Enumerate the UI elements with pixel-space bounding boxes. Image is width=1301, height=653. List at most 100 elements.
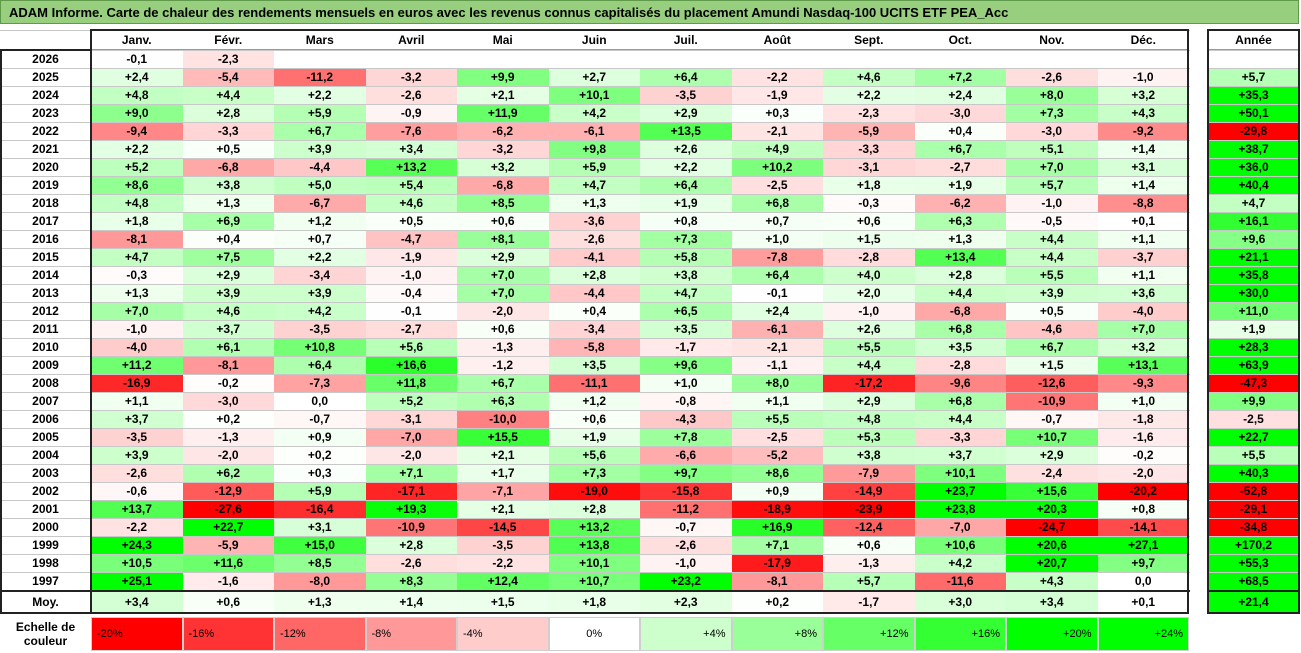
heatmap-cell: +13,8: [548, 536, 640, 554]
heatmap-cell: -4,4: [548, 284, 640, 302]
heatmap-cell: +10,2: [731, 158, 823, 176]
heatmap-cell: -2,5: [731, 428, 823, 446]
heatmap-cell: -7,3: [274, 374, 366, 392]
row-separator: [1208, 194, 1299, 195]
month-header: Mars: [274, 30, 366, 50]
row-separator: [0, 464, 1190, 465]
year-label: 2006: [32, 412, 59, 426]
heatmap-cell: +4,2: [548, 104, 640, 122]
heatmap-cell: -16,4: [274, 500, 366, 518]
row-separator: [1208, 230, 1299, 231]
heatmap-cell: +3,9: [1006, 284, 1098, 302]
heatmap-cell: -1,0: [1006, 194, 1098, 212]
row-separator: [1208, 392, 1299, 393]
month-header: Janv.: [91, 30, 183, 50]
heatmap-cell: -4,7: [365, 230, 457, 248]
heatmap-cell: -1,3: [457, 338, 549, 356]
heatmap-cell: +7,8: [640, 428, 732, 446]
heatmap-cell: +10,1: [914, 464, 1006, 482]
heatmap-cell: +9,9: [457, 68, 549, 86]
heatmap-cell: +2,2: [274, 86, 366, 104]
heatmap-cell: +7,0: [1006, 158, 1098, 176]
heatmap-cell: -3,3: [823, 140, 915, 158]
month-header: Févr.: [182, 30, 274, 50]
row-separator: [0, 50, 1190, 51]
heatmap-cell: +3,9: [91, 446, 183, 464]
heatmap-cell: +5,9: [548, 158, 640, 176]
heatmap-cell: +0,3: [274, 464, 366, 482]
heatmap-cell: +4,3: [1097, 104, 1189, 122]
heatmap-cell: -9,3: [1097, 374, 1189, 392]
heatmap-cell: 0,0: [274, 392, 366, 410]
heatmap-cell: +4,8: [823, 410, 915, 428]
heatmap-cell: -17,9: [731, 554, 823, 572]
row-separator: [0, 86, 1190, 87]
heatmap-cell: +2,2: [823, 86, 915, 104]
heatmap-cell: -6,8: [914, 302, 1006, 320]
heatmap-cell: +1,2: [274, 212, 366, 230]
average-separator: [1208, 590, 1299, 592]
heatmap-cell: +3,7: [91, 410, 183, 428]
month-header: Déc.: [1097, 30, 1189, 50]
row-separator: [0, 572, 1190, 573]
heatmap-cell: +6,1: [182, 338, 274, 356]
heatmap-cell: +12,4: [457, 572, 549, 590]
heatmap-cell: +7,3: [1006, 104, 1098, 122]
heatmap-cell: +4,0: [823, 266, 915, 284]
heatmap-cell: -3,5: [91, 428, 183, 446]
color-scale-label: Echelle de couleur: [0, 617, 91, 651]
heatmap-cell: +8,6: [91, 176, 183, 194]
heatmap-cell: 0,0: [1097, 572, 1189, 590]
heatmap-cell: +2,0: [823, 284, 915, 302]
heatmap-cell: +23,2: [640, 572, 732, 590]
year-label: 2010: [32, 340, 59, 354]
heatmap-cell: +1,7: [457, 464, 549, 482]
heatmap-cell: -2,3: [182, 50, 274, 68]
color-scale-swatch: -4%: [457, 617, 549, 651]
color-scale-swatch: -8%: [365, 617, 457, 651]
month-header: Nov.: [1006, 30, 1098, 50]
annual-return-cell: +9,6: [1208, 230, 1299, 248]
heatmap-cell: -3,6: [548, 212, 640, 230]
annual-return-cell: +22,7: [1208, 428, 1299, 446]
heatmap-cell: +4,8: [91, 194, 183, 212]
heatmap-cell: -3,2: [365, 68, 457, 86]
year-label: 2020: [32, 160, 59, 174]
row-separator: [1208, 356, 1299, 357]
heatmap-cell: +11,8: [365, 374, 457, 392]
heatmap-cell: +4,6: [823, 68, 915, 86]
heatmap-cell: -2,6: [365, 86, 457, 104]
heatmap-cell: -4,4: [274, 158, 366, 176]
heatmap-cell: +3,8: [823, 446, 915, 464]
heatmap-cell: +7,0: [91, 302, 183, 320]
heatmap-cell: -1,9: [731, 86, 823, 104]
heatmap-cell: -8,0: [274, 572, 366, 590]
heatmap-cell: +16,9: [731, 518, 823, 536]
annual-return-cell: +68,5: [1208, 572, 1299, 590]
heatmap-cell: -8,1: [182, 356, 274, 374]
heatmap-cell: +5,8: [640, 248, 732, 266]
heatmap-cell: +8,6: [731, 464, 823, 482]
heatmap-cell: -2,6: [91, 464, 183, 482]
color-scale-swatch: +16%: [914, 617, 1006, 651]
color-scale-swatch: 0%: [548, 617, 640, 651]
heatmap-cell: -1,6: [1097, 428, 1189, 446]
annual-return-cell: +40,4: [1208, 176, 1299, 194]
heatmap-cell: +5,6: [365, 338, 457, 356]
heatmap-cell: +0,1: [1097, 212, 1189, 230]
heatmap-cell: +4,4: [1006, 230, 1098, 248]
row-separator: [0, 284, 1190, 285]
heatmap-cell: +1,0: [640, 374, 732, 392]
annual-return-cell: [1208, 50, 1299, 68]
year-label: 2013: [32, 286, 59, 300]
year-label: 2015: [32, 250, 59, 264]
average-cell: +1,5: [457, 591, 549, 613]
annual-return-cell: +55,3: [1208, 554, 1299, 572]
heatmap-cell: +1,3: [548, 194, 640, 212]
year-label: 2019: [32, 178, 59, 192]
heatmap-cell: +4,7: [548, 176, 640, 194]
average-cell: +3,4: [91, 591, 183, 613]
heatmap-cell: -1,0: [823, 302, 915, 320]
heatmap-cell: +4,2: [914, 554, 1006, 572]
row-separator: [0, 446, 1190, 447]
